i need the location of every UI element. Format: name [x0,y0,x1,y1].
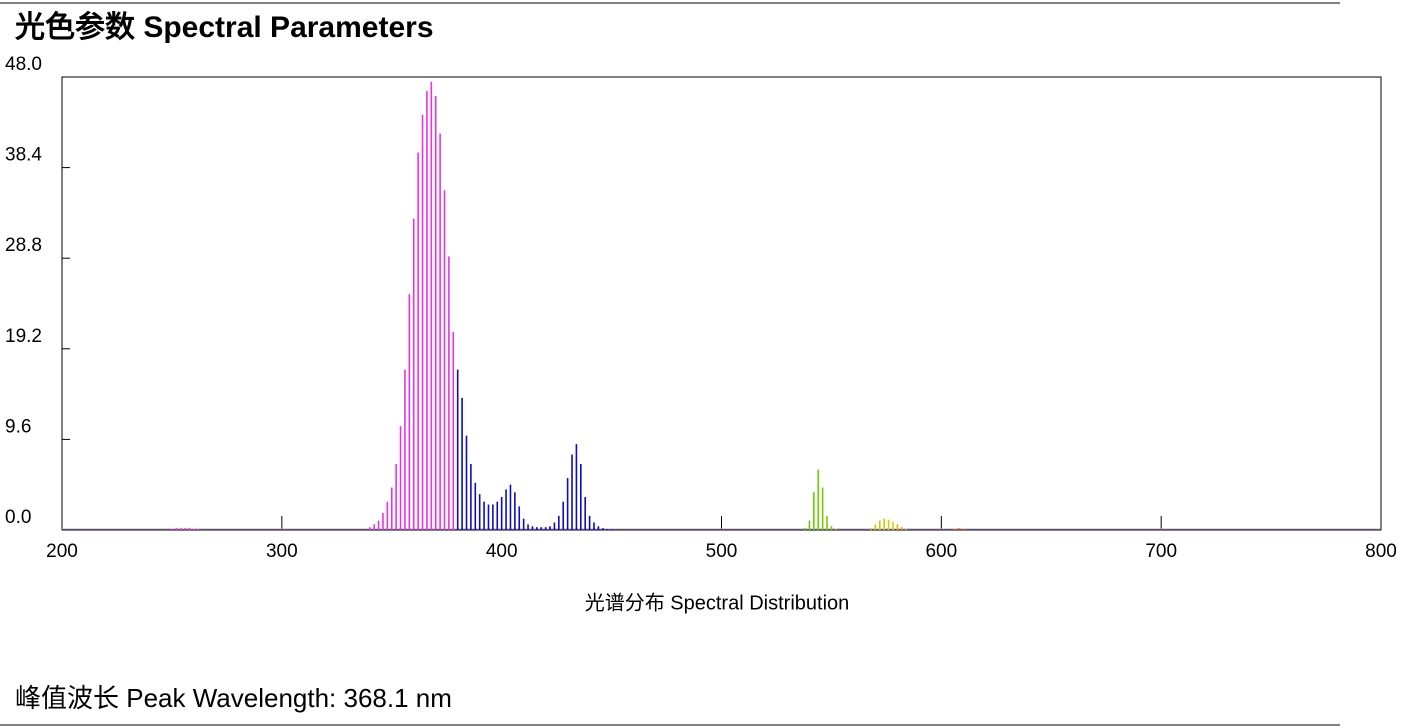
y-tick-label: 48.0 [5,54,42,75]
y-tick-label: 9.6 [5,416,31,437]
x-tick-label: 800 [1365,541,1397,562]
peak-wavelength: 峰值波长 Peak Wavelength: 368.1 nm [15,683,452,713]
x-tick-label: 300 [266,541,298,562]
page-title: 光色参数 Spectral Parameters [15,11,434,44]
x-tick-label: 700 [1145,541,1177,562]
plot-frame [61,76,1382,531]
x-tick-label: 400 [486,541,518,562]
x-tick-label: 200 [46,541,78,562]
y-tick-label: 19.2 [5,326,42,347]
x-tick-label: 600 [925,541,957,562]
x-tick-label: 500 [706,541,738,562]
y-tick-label: 28.8 [5,235,42,256]
x-axis-label: 光谱分布 Spectral Distribution [585,591,850,614]
y-tick-label: 0.0 [5,507,31,528]
y-tick-label: 38.4 [5,145,42,166]
